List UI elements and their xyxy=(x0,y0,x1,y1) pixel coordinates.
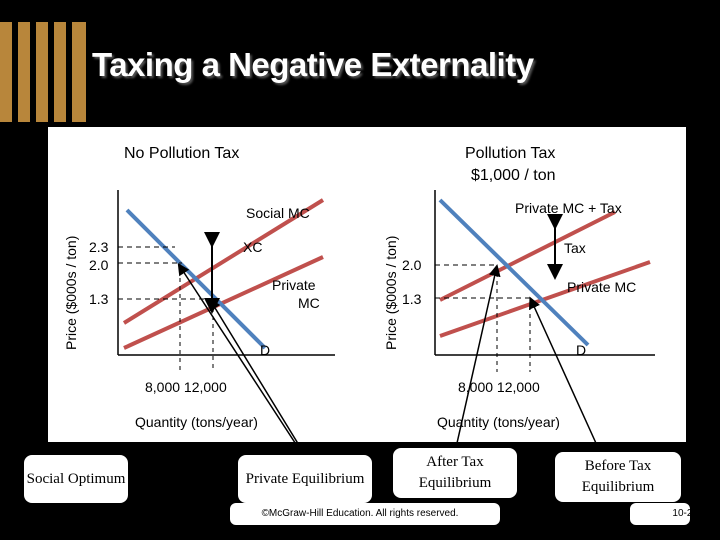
decor-bar-3 xyxy=(36,22,48,122)
page-number-background xyxy=(630,503,690,525)
after-tax-equilibrium-box: After Tax Equilibrium xyxy=(393,448,517,498)
right-header-line1: Pollution Tax xyxy=(465,145,555,162)
decor-bar-1 xyxy=(0,22,12,122)
private-equilibrium-box: Private Equilibrium xyxy=(238,455,372,503)
left-demand-line xyxy=(125,208,267,350)
left-header: No Pollution Tax xyxy=(124,145,239,162)
left-social-mc-line xyxy=(122,198,325,325)
left-mc-label: MC xyxy=(298,295,320,311)
left-x-axis-label: Quantity (tons/year) xyxy=(135,414,258,430)
right-price-1-3: 1.3 xyxy=(402,291,422,307)
right-tax-label: Tax xyxy=(564,240,586,256)
arrow-private-to-left-8000 xyxy=(177,262,304,456)
page-title: Taxing a Negative Externality xyxy=(92,46,534,83)
left-xc-label: XC xyxy=(243,239,262,255)
right-y-axis-label: Price ($000s / ton) xyxy=(383,236,399,350)
social-optimum-box: Social Optimum xyxy=(24,455,128,503)
page-number: 10-26 xyxy=(672,508,698,519)
left-price-2-3: 2.3 xyxy=(89,239,109,255)
title-bar xyxy=(0,0,720,122)
right-private-mc-line xyxy=(439,260,651,338)
copyright-footer: ©McGraw-Hill Education. All rights reser… xyxy=(261,508,459,519)
left-private-label: Private xyxy=(272,277,316,293)
decor-bar-4 xyxy=(54,22,66,122)
before-tax-equilibrium-box: Before Tax Equilibrium xyxy=(555,452,681,502)
right-x-axis-label: Quantity (tons/year) xyxy=(437,414,560,430)
left-social-mc-label: Social MC xyxy=(246,205,310,221)
left-quantities: 8,000 12,000 xyxy=(145,379,227,395)
right-private-mc-label: Private MC xyxy=(567,279,636,295)
right-demand-label: D xyxy=(576,342,586,358)
diagram-panel xyxy=(48,127,686,442)
arrow-before-tax xyxy=(529,296,601,453)
right-header-line2: $1,000 / ton xyxy=(471,167,556,184)
arrow-private-to-left-12000 xyxy=(208,297,306,456)
right-private-mc-tax-line xyxy=(439,210,616,302)
decor-bar-5 xyxy=(72,22,86,122)
right-quantities: 8,000 12,000 xyxy=(458,379,540,395)
left-private-mc-line xyxy=(123,255,324,350)
left-price-1-3: 1.3 xyxy=(89,291,109,307)
left-demand-label: D xyxy=(260,342,270,358)
left-price-2-0: 2.0 xyxy=(89,257,109,273)
arrow-after-tax xyxy=(454,264,501,453)
right-private-mc-tax-label: Private MC + Tax xyxy=(515,200,622,216)
decor-bar-2 xyxy=(18,22,30,122)
right-demand-line xyxy=(438,198,590,347)
right-price-2-0: 2.0 xyxy=(402,257,422,273)
left-y-axis-label: Price ($000s / ton) xyxy=(63,236,79,350)
footer-background xyxy=(230,503,500,525)
